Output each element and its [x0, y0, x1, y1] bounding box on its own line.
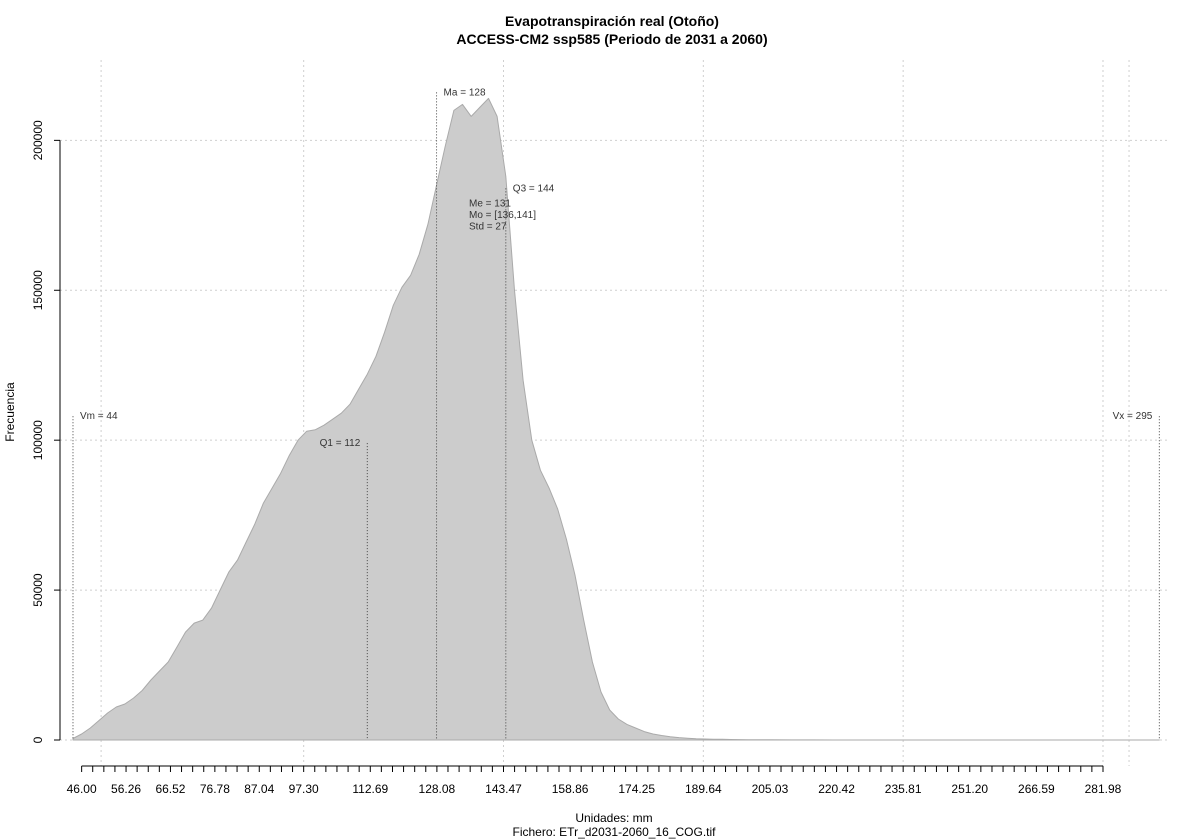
x-tick-label: 56.26 [111, 782, 141, 796]
x-tick-label: 112.69 [352, 782, 388, 796]
x-tick-label: 66.52 [155, 782, 185, 796]
y-axis-title: Frecuencia [3, 382, 17, 442]
area-layer [72, 97, 1160, 741]
x-axis-title: Unidades: mm [575, 811, 652, 825]
x-tick-label: 220.42 [818, 782, 855, 796]
y-tick-label: 150000 [31, 270, 45, 310]
annotation-layer: Vm = 44 Q1 = 112 Ma = 128 Q3 = 144 Vx = 295 M… [72, 87, 1160, 740]
x-tick-label: 251.20 [951, 782, 988, 796]
chart-subtitle: ACCESS-CM2 ssp585 (Periodo de 2031 a 206… [456, 31, 767, 47]
axis-layer: 0 50000 100000 150000 200000 46.00 56.26 66.52 7… [31, 120, 1122, 796]
annotation-label: Q3 = 144 [513, 183, 555, 194]
stats-label: Mo = [136,141] [469, 210, 536, 221]
annotation-label: Vx = 295 [1113, 411, 1153, 422]
annotation-label: Ma = 128 [444, 87, 486, 98]
x-tick-label: 46.00 [67, 782, 97, 796]
y-tick-label: 100000 [31, 420, 45, 460]
x-tick-label: 143.47 [485, 782, 522, 796]
x-tick-label: 205.03 [752, 782, 789, 796]
annotation-label: Vm = 44 [80, 411, 118, 422]
chart-title: Evapotranspiración real (Otoño) [505, 13, 719, 29]
x-tick-label: 189.64 [685, 782, 722, 796]
y-tick-label: 200000 [31, 120, 45, 160]
x-tick-label: 266.59 [1018, 782, 1055, 796]
x-tick-label: 174.25 [618, 782, 655, 796]
x-tick-label: 281.98 [1085, 782, 1122, 796]
y-tick-label: 50000 [31, 573, 45, 607]
x-tick-label: 97.30 [289, 782, 319, 796]
x-tick-label: 158.86 [552, 782, 589, 796]
x-tick-label: 87.04 [244, 782, 274, 796]
x-tick-label: 128.08 [419, 782, 456, 796]
y-tick-label: 0 [31, 736, 45, 743]
x-tick-label: 235.81 [885, 782, 922, 796]
stats-label: Std = 27 [469, 221, 507, 232]
x-tick-label: 76.78 [200, 782, 230, 796]
stats-label: Me = 131 [469, 198, 511, 209]
chart-caption: Fichero: ETr_d2031-2060_16_COG.tif [513, 825, 717, 839]
annotation-label: Q1 = 112 [320, 438, 361, 449]
density-area [72, 97, 1160, 741]
